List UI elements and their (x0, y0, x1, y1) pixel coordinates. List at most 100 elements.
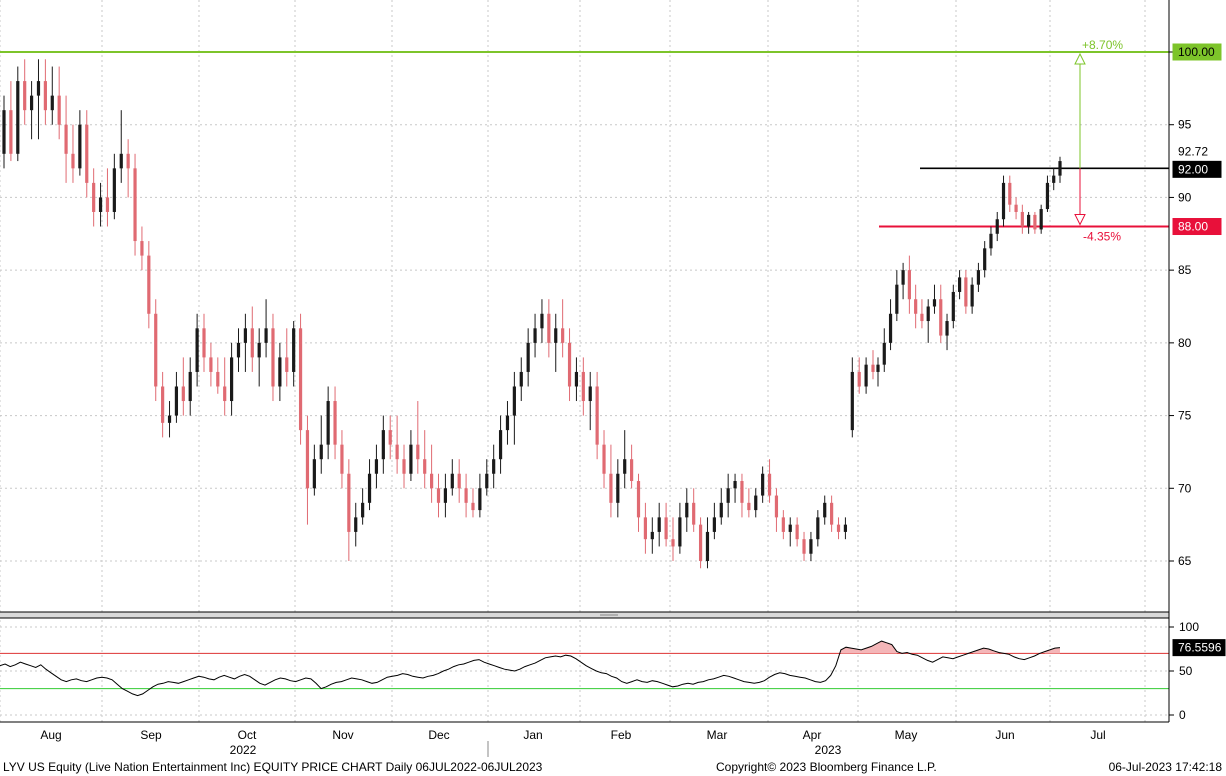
rsi-line (0, 640, 1061, 697)
month-label: Jul (1090, 728, 1105, 742)
candle-body (650, 531, 654, 540)
candle-body (161, 386, 165, 423)
candle-body (264, 328, 268, 343)
rsi-tick-label: 100 (1179, 620, 1199, 634)
candle-body (719, 502, 723, 518)
candle-body (623, 459, 627, 474)
candle-body (574, 371, 579, 387)
candle-body (167, 415, 172, 423)
candle-body (945, 321, 949, 336)
candle-body (174, 386, 179, 416)
candle-body (16, 81, 20, 154)
candle-body (864, 364, 868, 387)
candle-body (761, 473, 765, 496)
month-label: Jan (523, 728, 542, 742)
candle-body (126, 153, 130, 169)
candle-body (726, 488, 730, 503)
candle-body (78, 124, 82, 169)
candle-body (823, 502, 827, 518)
candle-body (1008, 182, 1012, 205)
month-label: Mar (707, 728, 728, 742)
candle-body (932, 299, 937, 307)
month-label: Apr (803, 728, 822, 742)
candle-body (533, 328, 537, 343)
candle-body (876, 364, 880, 372)
candle-body (1033, 214, 1037, 230)
candle-body (188, 371, 192, 402)
candle-body (195, 328, 199, 372)
candle-body (561, 328, 565, 343)
rsi-last-tag: 76.5596 (1178, 641, 1222, 655)
month-label: Dec (428, 728, 449, 742)
candle-body (119, 153, 123, 169)
candle-body (888, 313, 893, 343)
month-label: Sep (140, 728, 162, 742)
candle-body (983, 248, 987, 271)
candlestick-series (2, 59, 1062, 569)
candle-body (312, 459, 316, 489)
candle-body (895, 284, 899, 314)
candle-body (257, 342, 261, 358)
candle-body (671, 539, 675, 547)
month-label: Nov (332, 728, 353, 742)
candle-body (995, 219, 999, 234)
candle-body (802, 539, 806, 554)
candle-body (85, 124, 89, 183)
candle-body (512, 386, 516, 416)
candle-body (450, 473, 454, 489)
candle-body (271, 328, 275, 387)
candle-body (36, 81, 41, 96)
candle-body (140, 241, 144, 256)
candle-body (71, 153, 75, 169)
candle-body (830, 502, 834, 525)
candle-body (478, 488, 482, 511)
candle-body (216, 371, 220, 387)
chart-gridlines (0, 0, 1169, 722)
rsi-overbought-fill (840, 641, 1060, 654)
candle-body (957, 277, 962, 292)
candle-body (692, 502, 696, 525)
candle-body (920, 313, 924, 322)
candle-body (882, 342, 886, 365)
candle-body (767, 473, 772, 496)
horizontal-level-lines (0, 51, 1169, 228)
candle-body (443, 488, 447, 503)
last-price-tag: 92.72 (1178, 144, 1208, 158)
candle-body (243, 328, 247, 343)
pct-up-label: +8.70% (1082, 38, 1123, 52)
candle-body (747, 502, 751, 511)
price-tick-label: 80 (1178, 336, 1192, 350)
candle-body (29, 95, 34, 111)
candle-body (498, 430, 503, 460)
candle-body (526, 342, 530, 372)
candle-body (319, 444, 323, 460)
candle-body (809, 539, 813, 554)
footer-copyright: Copyright© 2023 Bloomberg Finance L.P. (716, 760, 937, 774)
candle-body (229, 357, 234, 402)
candle-body (547, 313, 551, 343)
candle-body (540, 313, 544, 329)
candle-body (381, 430, 385, 460)
candle-body (105, 197, 110, 212)
candle-body (781, 517, 785, 532)
pct-down-label: -4.35% (1083, 230, 1121, 244)
resistance-tag-bg (1172, 43, 1222, 61)
candle-body (361, 502, 365, 518)
candle-body (181, 386, 185, 402)
candle-body (774, 495, 779, 518)
candle-body (236, 342, 241, 358)
candle-body (471, 502, 475, 511)
candle-body (698, 524, 703, 561)
candle-body (347, 473, 351, 532)
candle-body (678, 517, 682, 547)
candle-body (843, 524, 848, 532)
level-92-tag-bg (1172, 160, 1222, 178)
candle-body (154, 313, 158, 387)
axes: 65 70 75 80 85 90 95 0 50 100 100.00 92.72 92.00 88.0… (0, 0, 1226, 757)
candle-body (519, 371, 523, 387)
footer-timestamp: 06-Jul-2023 17:42:18 (1108, 760, 1222, 774)
month-label: Feb (611, 728, 632, 742)
candle-body (616, 473, 620, 503)
candle-body (285, 357, 289, 372)
